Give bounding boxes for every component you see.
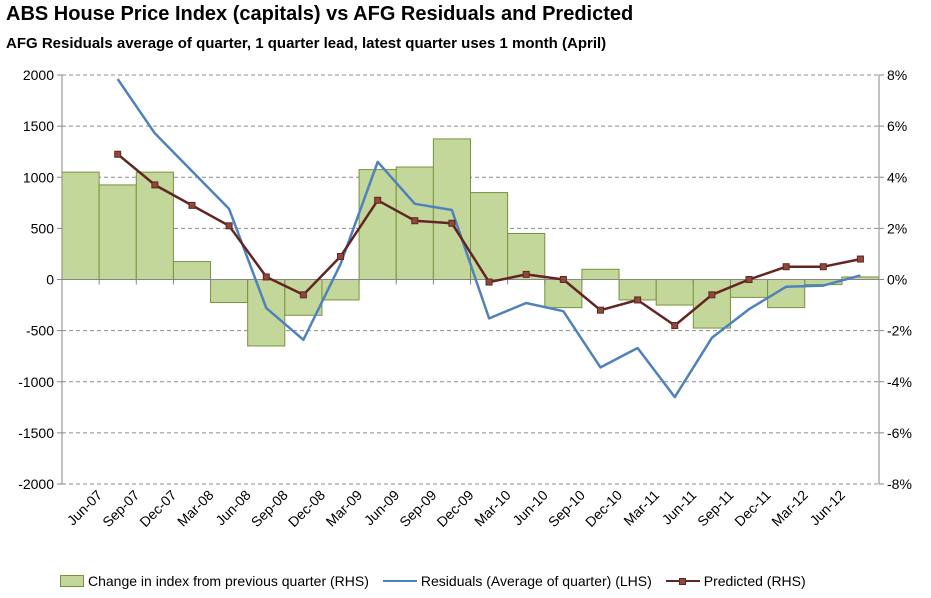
x-axis-tick-label: Mar-09	[323, 487, 366, 530]
legend-item-change: Change in index from previous quarter (R…	[60, 573, 369, 589]
predicted-point	[114, 150, 122, 158]
x-axis-tick-label: Jun-12	[806, 487, 848, 529]
predicted-point	[559, 276, 567, 283]
left-axis-tick-label: 2000	[23, 67, 54, 83]
change-bar	[135, 171, 174, 280]
change-bar	[358, 169, 397, 280]
right-axis-tick-label: 6%	[887, 118, 907, 134]
x-axis-tick-label: Dec-11	[731, 487, 774, 530]
change-bar	[581, 268, 620, 280]
change-bar	[61, 171, 100, 280]
x-axis-tick-label: Dec-08	[285, 487, 328, 530]
x-axis-tick-label: Mar-11	[620, 487, 662, 529]
change-bar	[655, 279, 694, 306]
change-bar	[544, 279, 583, 309]
left-axis-tick-label: -500	[26, 323, 54, 339]
legend-item-predicted: Predicted (RHS)	[665, 573, 806, 589]
predicted-point	[745, 276, 753, 283]
predicted-point	[225, 222, 233, 230]
change-bar	[247, 279, 286, 347]
x-axis-tick-label: Dec-09	[433, 487, 476, 530]
change-bar	[98, 184, 137, 280]
change-bar	[470, 192, 509, 280]
x-axis-tick-label: Sep-11	[694, 487, 737, 530]
x-axis-tick-label: Jun-10	[509, 487, 551, 529]
predicted-point	[708, 291, 716, 299]
left-axis-tick-label: -1000	[18, 374, 54, 390]
x-axis-tick-label: Mar-10	[471, 487, 514, 530]
left-axis-tick-label: -1500	[18, 425, 54, 441]
predicted-point	[856, 255, 864, 263]
right-axis-tick-label: 0%	[887, 272, 907, 288]
predicted-point	[151, 181, 159, 189]
x-axis-tick-label: Jun-08	[212, 487, 254, 529]
chart-subtitle: AFG Residuals average of quarter, 1 quar…	[6, 35, 607, 52]
predicted-point	[782, 263, 790, 271]
predicted-point	[337, 252, 345, 260]
legend-label-change: Change in index from previous quarter (R…	[88, 573, 369, 589]
left-axis-tick-label: 0	[46, 272, 54, 288]
right-axis-tick-label: -8%	[887, 476, 912, 492]
left-axis-tick-label: 500	[31, 220, 55, 236]
x-axis-tick-label: Jun-09	[361, 487, 403, 529]
legend-item-residuals: Residuals (Average of quarter) (LHS)	[382, 573, 652, 589]
predicted-point	[411, 217, 419, 225]
chart-legend: Change in index from previous quarter (R…	[60, 573, 820, 589]
predicted-point	[299, 291, 307, 299]
left-axis-tick-label: 1500	[23, 118, 54, 134]
predicted-point	[819, 263, 827, 271]
x-axis-tick-label: Jun-11	[659, 487, 700, 528]
legend-label-predicted: Predicted (RHS)	[703, 573, 806, 589]
x-axis-tick-label: Jun-07	[64, 487, 106, 529]
x-axis-tick-label: Sep-09	[396, 487, 439, 530]
x-axis-tick-label: Sep-07	[99, 487, 142, 530]
predicted-point	[671, 322, 679, 330]
left-axis-tick-label: 1000	[23, 169, 54, 185]
x-axis-tick-label: Dec-10	[582, 487, 625, 530]
right-axis-tick-label: 8%	[887, 67, 907, 83]
predicted-point	[485, 278, 493, 286]
chart-title: ABS House Price Index (capitals) vs AFG …	[6, 3, 634, 25]
x-axis-tick-label: Dec-07	[136, 487, 179, 530]
predicted-point	[188, 201, 196, 209]
right-axis-tick-label: -4%	[887, 374, 912, 390]
legend-swatch-predicted	[665, 576, 700, 586]
legend-swatch-residuals	[382, 576, 417, 586]
x-axis-tick-label: Sep-08	[248, 487, 291, 530]
change-bar	[210, 279, 249, 304]
change-bar	[172, 261, 212, 281]
x-axis-tick-label: Mar-08	[174, 487, 217, 530]
legend-swatch-bar	[60, 575, 84, 587]
predicted-point	[522, 270, 530, 278]
predicted-point	[262, 273, 270, 281]
right-axis-tick-label: -2%	[887, 323, 912, 339]
predicted-point	[448, 219, 456, 227]
predicted-point	[374, 196, 382, 204]
predicted-point	[596, 306, 604, 314]
x-axis-tick-label: Sep-10	[545, 487, 588, 530]
right-axis-tick-label: 4%	[887, 169, 907, 185]
x-axis-tick-label: Mar-12	[768, 487, 811, 530]
left-axis-tick-label: -2000	[18, 476, 54, 492]
right-axis-tick-label: -6%	[887, 425, 912, 441]
legend-label-residuals: Residuals (Average of quarter) (LHS)	[420, 573, 652, 589]
predicted-point	[634, 296, 642, 304]
change-bar	[692, 279, 731, 329]
right-axis-tick-label: 2%	[887, 220, 907, 236]
